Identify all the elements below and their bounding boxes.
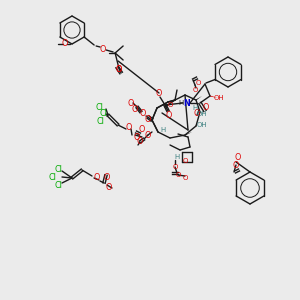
Text: Cl: Cl bbox=[48, 173, 56, 182]
Polygon shape bbox=[196, 96, 202, 100]
Text: O: O bbox=[132, 104, 138, 113]
Text: OH: OH bbox=[197, 122, 207, 128]
Text: O: O bbox=[172, 164, 178, 170]
Text: O: O bbox=[235, 152, 241, 161]
Text: Cl: Cl bbox=[95, 103, 103, 112]
Text: Cl: Cl bbox=[54, 182, 62, 190]
Text: O: O bbox=[156, 89, 162, 98]
Text: N: N bbox=[184, 98, 190, 107]
Text: O: O bbox=[145, 115, 151, 124]
Text: H: H bbox=[178, 100, 184, 106]
Polygon shape bbox=[210, 95, 218, 98]
Text: O: O bbox=[116, 65, 122, 74]
Text: O: O bbox=[134, 133, 140, 142]
Text: O: O bbox=[233, 160, 239, 169]
Text: O: O bbox=[195, 80, 201, 86]
Text: H: H bbox=[174, 154, 180, 160]
Text: OH: OH bbox=[214, 95, 224, 101]
Text: O: O bbox=[116, 65, 122, 74]
Text: H: H bbox=[192, 105, 198, 111]
Text: O: O bbox=[182, 158, 188, 164]
Text: Cl: Cl bbox=[99, 110, 107, 118]
Text: O: O bbox=[128, 100, 134, 109]
Text: O: O bbox=[145, 130, 151, 140]
Text: O: O bbox=[94, 173, 100, 182]
Text: O: O bbox=[203, 103, 209, 112]
Text: O: O bbox=[62, 40, 68, 49]
Text: O: O bbox=[106, 182, 112, 191]
Text: O: O bbox=[192, 87, 198, 93]
Text: Cl: Cl bbox=[54, 166, 62, 175]
Text: O: O bbox=[182, 175, 188, 181]
Text: O: O bbox=[104, 173, 110, 182]
Text: Cl: Cl bbox=[96, 116, 104, 125]
Text: O: O bbox=[139, 125, 145, 134]
Text: O: O bbox=[167, 102, 173, 108]
Text: O: O bbox=[166, 110, 172, 119]
Text: O: O bbox=[140, 110, 146, 118]
Text: O: O bbox=[175, 172, 181, 178]
Text: H: H bbox=[160, 127, 166, 133]
Polygon shape bbox=[185, 132, 192, 136]
Text: O: O bbox=[137, 137, 143, 146]
Text: OH: OH bbox=[197, 111, 207, 117]
Text: O: O bbox=[126, 122, 132, 131]
Text: O: O bbox=[100, 44, 106, 53]
Text: O: O bbox=[194, 109, 200, 118]
